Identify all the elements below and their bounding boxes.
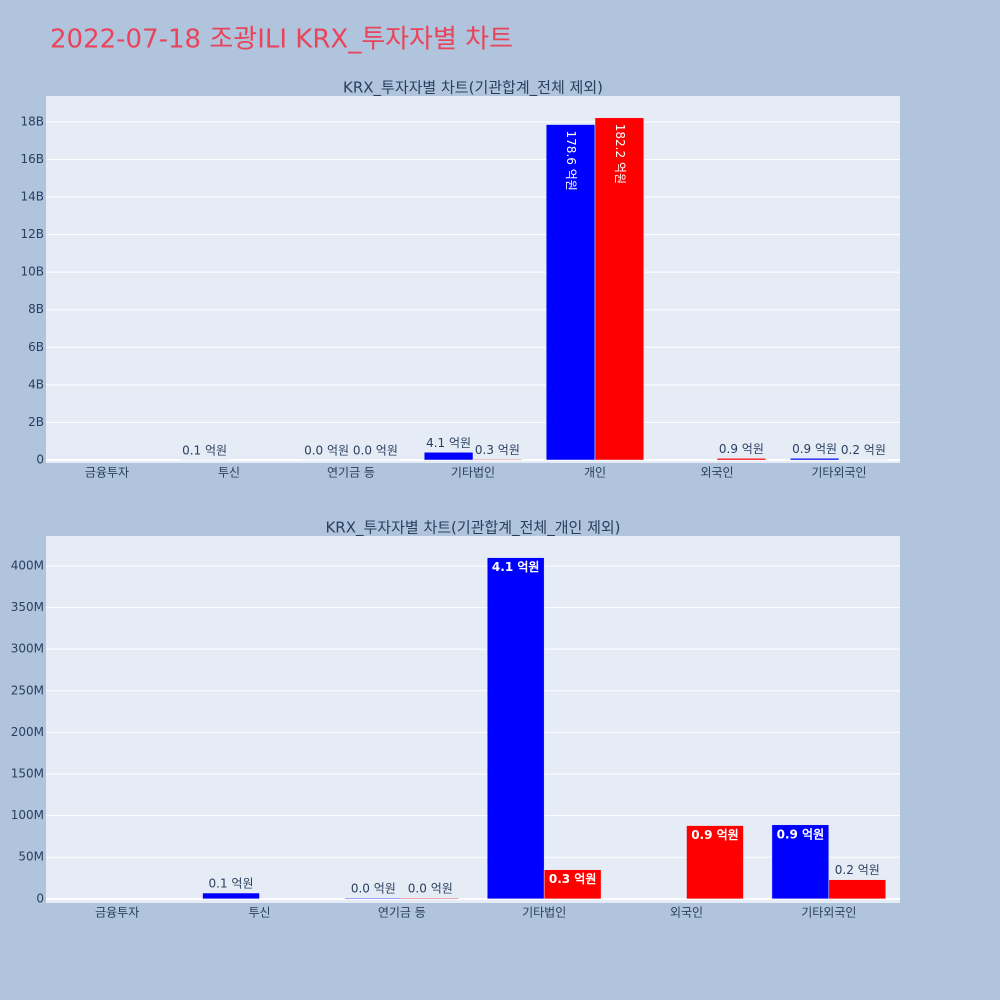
x-tick-label: 연기금 등 [327, 466, 375, 480]
y-tick-label: 2B [28, 415, 44, 429]
bar [828, 879, 887, 900]
y-tick-label: 0 [36, 452, 44, 466]
bar-label: 0.2 억원 [841, 443, 886, 457]
y-tick-label: 200M [11, 725, 44, 739]
y-tick-label: 16B [20, 152, 44, 166]
page-title: 2022-07-18 조광ILI KRX_투자자별 차트 [50, 25, 513, 55]
y-tick-label: 8B [28, 302, 44, 316]
bar [472, 459, 523, 461]
x-tick-label: 금융투자 [85, 466, 129, 480]
bar-label: 0.3 억원 [475, 443, 520, 457]
y-tick-label: 300M [11, 642, 44, 656]
y-tick-label: 150M [11, 767, 44, 781]
bar-label: 0.0 억원 [408, 882, 453, 896]
bar-label: 0.1 억원 [209, 877, 254, 891]
x-tick-label: 외국인 [670, 906, 703, 920]
bar-label: 0.1 억원 [182, 443, 227, 457]
bar [545, 124, 596, 461]
bar [423, 452, 474, 461]
bar-label: 0.0 억원 [304, 443, 349, 457]
y-tick-label: 350M [11, 600, 44, 614]
y-tick-label: 12B [20, 227, 44, 241]
y-tick-label: 400M [11, 558, 44, 572]
bar [686, 825, 744, 900]
plot-area [46, 536, 900, 903]
y-tick-label: 250M [11, 683, 44, 697]
x-tick-label: 개인 [584, 466, 606, 480]
bar [771, 824, 830, 900]
bar-label: 0.0 억원 [351, 882, 396, 896]
bar-label: 4.1 억원 [426, 436, 471, 450]
x-tick-label: 기타법인 [522, 906, 566, 920]
y-tick-label: 50M [18, 850, 44, 864]
y-tick-label: 4B [28, 377, 44, 391]
bar [401, 897, 460, 900]
x-tick-label: 기타외국인 [801, 906, 856, 920]
bar-label: 0.3 억원 [549, 872, 597, 886]
x-tick-label: 투신 [248, 906, 270, 920]
bar-label: 182.2 억원 [613, 124, 627, 184]
x-tick-label: 연기금 등 [378, 906, 426, 920]
bar-label: 0.0 억원 [353, 443, 398, 457]
bar-label: 0.9 억원 [691, 828, 739, 842]
y-tick-label: 0 [36, 891, 44, 905]
bar-label: 0.9 억원 [719, 442, 764, 456]
x-tick-label: 기타법인 [451, 466, 495, 480]
y-tick-label: 18B [20, 114, 44, 128]
bar-label: 0.9 억원 [792, 442, 837, 456]
x-tick-label: 투신 [218, 466, 240, 480]
bar [543, 869, 602, 900]
y-tick-label: 14B [20, 190, 44, 204]
bar [789, 458, 840, 461]
plot-area [46, 96, 900, 463]
chart-title: KRX_투자자별 차트(기관합계_전체_개인 제외) [325, 519, 620, 538]
chart-title: KRX_투자자별 차트(기관합계_전체 제외) [343, 79, 603, 98]
bar-label: 178.6 억원 [564, 131, 578, 191]
y-tick-label: 6B [28, 340, 44, 354]
bar [716, 458, 767, 461]
bar-label: 0.2 억원 [835, 863, 880, 877]
x-tick-label: 금융투자 [95, 906, 139, 920]
y-tick-label: 10B [20, 265, 44, 279]
bar [594, 117, 645, 461]
x-tick-label: 기타외국인 [811, 466, 866, 480]
bar-label: 0.9 억원 [777, 827, 825, 841]
bar [344, 897, 403, 900]
bar [202, 892, 260, 900]
bar [486, 557, 545, 900]
y-tick-label: 100M [11, 808, 44, 822]
bar-label: 4.1 억원 [492, 560, 540, 574]
x-tick-label: 외국인 [700, 466, 733, 480]
